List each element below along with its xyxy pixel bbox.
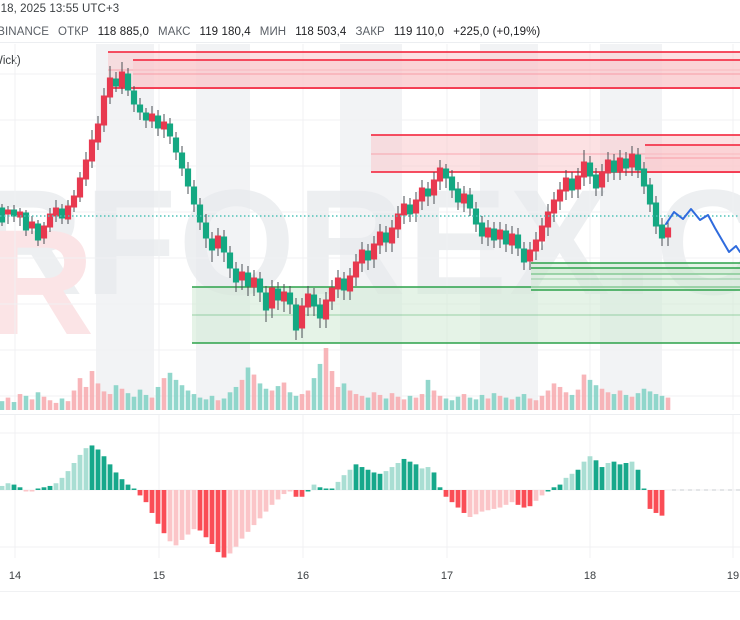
volume-bars bbox=[0, 348, 671, 410]
header-divider bbox=[0, 42, 740, 43]
price-chart-svg: RFOREX.CR bbox=[0, 44, 740, 410]
time-axis-tick-16: 16 bbox=[296, 570, 310, 582]
high-value: 119 180,4 bbox=[199, 26, 251, 38]
ohlc-quote-bar: · BINANCE ОТКР 118 885,0 МАКС 119 180,4 МИН 11… bbox=[0, 26, 730, 38]
macd-histogram bbox=[0, 445, 665, 558]
forecast-line[interactable] bbox=[665, 208, 740, 253]
macd-chart-svg bbox=[0, 415, 740, 558]
high-label: МАКС bbox=[158, 26, 191, 38]
resistance-zones[interactable] bbox=[108, 51, 740, 173]
open-label: ОТКР bbox=[58, 26, 89, 38]
indicator-label: Wick) bbox=[0, 55, 21, 67]
close-label: ЗАКР bbox=[355, 26, 385, 38]
chart-datetime: юл 18, 2025 13:55 UTC+3 bbox=[0, 3, 120, 15]
price-panel[interactable]: RFOREX.CR bbox=[0, 44, 740, 410]
close-value: 119 110,0 bbox=[393, 26, 445, 38]
exchange-label: · BINANCE bbox=[0, 26, 50, 38]
time-axis-tick-15: 15 bbox=[152, 570, 166, 582]
low-label: МИН bbox=[259, 26, 287, 38]
time-axis[interactable]: 14 15 16 17 18 19 bbox=[0, 558, 740, 592]
low-value: 118 503,4 bbox=[295, 26, 347, 38]
time-axis-tick-18: 18 bbox=[583, 570, 597, 582]
price-change: +225,0 (+0,19%) bbox=[453, 26, 541, 38]
time-axis-tick-17: 17 bbox=[440, 570, 454, 582]
time-axis-tick-14: 14 bbox=[8, 570, 22, 582]
macd-panel[interactable] bbox=[0, 414, 740, 558]
time-axis-tick-19: 19 bbox=[726, 570, 740, 582]
open-value: 118 885,0 bbox=[97, 26, 150, 38]
candlesticks[interactable] bbox=[0, 62, 672, 340]
